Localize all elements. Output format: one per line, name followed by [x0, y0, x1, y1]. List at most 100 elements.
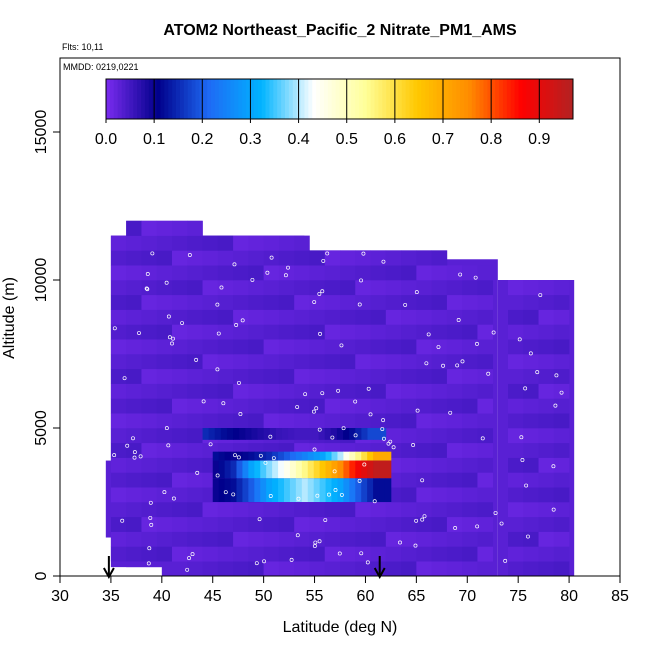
colorbar-swatch: [218, 79, 224, 119]
heatmap-cell: [233, 516, 249, 532]
colorbar-swatch: [518, 79, 523, 119]
heatmap-cell: [523, 442, 539, 458]
heatmap-cell: [324, 265, 341, 281]
band-cell: [313, 460, 321, 479]
heatmap-cell: [508, 487, 524, 503]
heatmap-cell: [416, 250, 432, 266]
heatmap-cell: [202, 546, 219, 562]
colorbar-swatch: [421, 79, 426, 119]
heatmap-cell: [187, 502, 203, 518]
heatmap-cell: [355, 413, 371, 429]
sample-point: [455, 363, 460, 368]
heatmap-cell: [553, 442, 570, 458]
heatmap-cell: [126, 368, 142, 384]
colorbar-swatch: [522, 79, 527, 119]
band-cell: [384, 478, 392, 502]
heatmap-cell: [309, 368, 326, 384]
sample-point: [312, 300, 317, 305]
colorbar-swatch: [300, 79, 305, 119]
heatmap-cell: [294, 294, 310, 310]
heatmap-cell: [340, 516, 356, 532]
band-cell: [300, 428, 307, 440]
heatmap-cell: [324, 368, 341, 384]
heatmap-cell: [416, 265, 432, 281]
heatmap-cell: [340, 368, 356, 384]
heatmap-cell: [172, 339, 188, 355]
heatmap-cell: [355, 250, 371, 266]
heatmap-cell: [401, 383, 417, 399]
heatmap-cell: [248, 265, 264, 281]
heatmap-cell: [508, 398, 524, 414]
heatmap-cell: [370, 354, 387, 370]
colorbar-swatch: [234, 79, 239, 119]
sample-point: [312, 447, 317, 452]
heatmap-cell: [141, 280, 158, 296]
heatmap-cell: [553, 294, 570, 310]
heatmap-cell: [523, 546, 539, 562]
sample-point: [187, 556, 192, 561]
heatmap-cell: [446, 383, 463, 399]
heatmap-cell: [370, 265, 387, 281]
heatmap-cell: [248, 280, 264, 296]
band-cell: [218, 451, 226, 461]
heatmap-cell: [431, 531, 448, 547]
heatmap-cell: [294, 265, 310, 281]
heatmap-cell: [172, 428, 188, 444]
heatmap-cell: [508, 309, 524, 325]
sample-point: [167, 335, 172, 340]
colorbar-swatch: [269, 79, 274, 119]
band-cell: [242, 451, 249, 461]
heatmap-cell: [431, 561, 448, 577]
heatmap-cell: [553, 457, 570, 473]
sample-point: [382, 436, 386, 441]
x-tick-label: 50: [255, 588, 273, 605]
heatmap-cell: [385, 294, 402, 310]
heatmap-cell: [538, 487, 555, 503]
heatmap-cell: [187, 398, 203, 414]
heatmap-cell: [340, 339, 356, 355]
sample-point: [538, 293, 543, 297]
heatmap-cell: [401, 309, 417, 325]
heatmap-cell: [431, 442, 448, 458]
heatmap-cell: [401, 531, 417, 547]
heatmap-cell: [126, 309, 142, 325]
band-cell: [266, 451, 273, 461]
colorbar-swatch: [565, 79, 570, 119]
heatmap-cell: [355, 294, 371, 310]
sample-point: [166, 443, 171, 448]
heatmap-cell: [141, 368, 158, 384]
heatmap-cell: [462, 561, 478, 577]
colorbar-swatch: [214, 79, 220, 119]
sample-point: [132, 450, 137, 455]
heatmap-cell: [110, 516, 127, 532]
sample-point: [499, 521, 504, 526]
colorbar-swatch: [514, 79, 519, 119]
heatmap-cell: [263, 324, 280, 340]
heatmap-cell: [156, 354, 173, 370]
heatmap-cell: [156, 472, 173, 488]
heatmap-cell: [477, 309, 494, 325]
heatmap-cell: [217, 368, 234, 384]
sample-point: [317, 291, 322, 296]
colorbar-swatch: [195, 79, 200, 119]
colorbar-swatch: [249, 79, 255, 119]
heatmap-cell: [401, 457, 417, 473]
colorbar-swatch: [436, 79, 442, 119]
heatmap-cell: [217, 235, 234, 251]
sample-point: [144, 286, 149, 291]
band-cell: [248, 451, 255, 461]
band-cell: [307, 460, 315, 479]
heatmap-cell: [263, 368, 280, 384]
heatmap-cell: [553, 413, 570, 429]
colorbar-tick-label: 0.2: [191, 131, 213, 148]
heatmap-cell: [110, 339, 127, 355]
sample-point: [171, 336, 175, 341]
heatmap-cell: [278, 502, 295, 518]
band-cell: [361, 428, 368, 440]
heatmap-cell: [538, 354, 555, 370]
heatmap-cell: [309, 516, 326, 532]
heatmap-cell: [110, 265, 127, 281]
colorbar-swatch: [460, 79, 465, 119]
sample-point: [269, 255, 274, 260]
sample-point: [122, 376, 127, 381]
